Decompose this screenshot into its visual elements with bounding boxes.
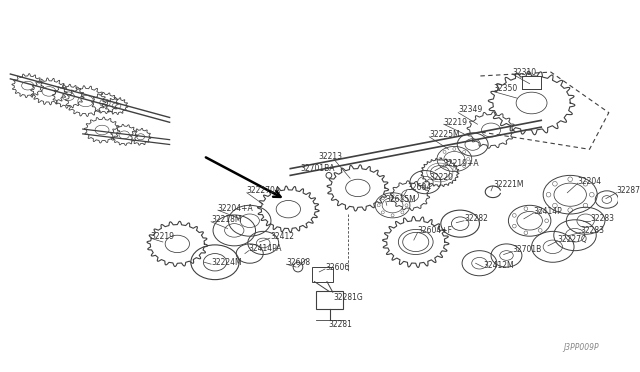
Text: 32283: 32283 xyxy=(581,226,605,235)
Bar xyxy=(316,291,343,309)
Text: 32608: 32608 xyxy=(287,258,310,267)
Text: 32218M: 32218M xyxy=(211,215,242,224)
Text: 32604+F: 32604+F xyxy=(418,226,452,235)
Text: 32219: 32219 xyxy=(150,232,174,241)
Text: 32412: 32412 xyxy=(270,232,294,241)
Text: J3PP009P: J3PP009P xyxy=(563,343,599,352)
Text: 322270A: 322270A xyxy=(247,186,281,195)
Text: 32604: 32604 xyxy=(407,183,431,192)
Text: 32282: 32282 xyxy=(464,214,488,223)
Text: 32283: 32283 xyxy=(591,214,614,223)
Text: 32414P: 32414P xyxy=(534,206,563,216)
Text: 32219: 32219 xyxy=(444,118,468,127)
Text: 32701B: 32701B xyxy=(512,245,541,254)
Text: 32412M: 32412M xyxy=(483,261,514,270)
Bar xyxy=(312,267,333,282)
Text: 32310: 32310 xyxy=(512,68,536,77)
Text: 32615M: 32615M xyxy=(386,195,417,204)
Text: 32204: 32204 xyxy=(578,177,602,186)
Text: 32349: 32349 xyxy=(458,105,483,114)
Text: 32221M: 32221M xyxy=(493,180,524,189)
Text: 32213: 32213 xyxy=(318,151,342,161)
Text: 32606: 32606 xyxy=(325,263,349,272)
Text: 32701BA: 32701BA xyxy=(301,164,335,173)
Text: 32220: 32220 xyxy=(429,173,453,182)
Text: 32287: 32287 xyxy=(616,186,640,195)
Text: 32281G: 32281G xyxy=(333,294,364,302)
Text: 32281: 32281 xyxy=(329,321,353,330)
Text: 32219+A: 32219+A xyxy=(444,159,479,168)
Text: 32225M: 32225M xyxy=(429,130,460,140)
Text: 32224M: 32224M xyxy=(211,258,242,267)
Text: 32227Q: 32227Q xyxy=(557,235,588,244)
Bar xyxy=(522,76,541,90)
Text: 32350: 32350 xyxy=(493,84,517,93)
Text: 32204+A: 32204+A xyxy=(218,204,253,213)
Text: 32414PA: 32414PA xyxy=(249,244,282,253)
